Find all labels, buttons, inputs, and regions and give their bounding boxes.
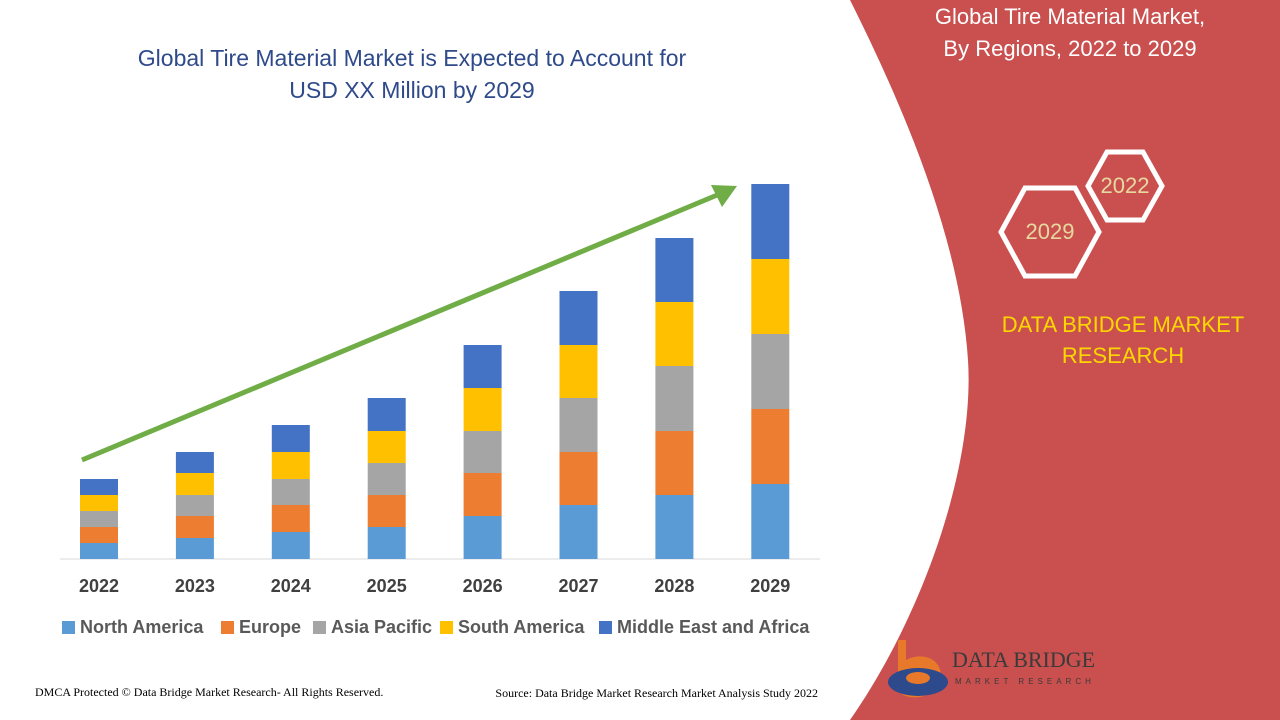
bar-segment xyxy=(80,479,118,495)
bar-segment xyxy=(751,334,790,409)
bar-segment xyxy=(463,388,502,431)
bar-segment xyxy=(367,463,406,495)
bar-segment xyxy=(463,516,502,559)
legend-swatch xyxy=(62,621,75,634)
brand-text: DATA BRIDGE MARKET xyxy=(1002,312,1244,337)
bar-segment xyxy=(175,495,214,516)
bar-segment xyxy=(271,479,310,505)
bar-segment xyxy=(463,345,502,388)
x-tick-label: 2028 xyxy=(654,576,694,596)
bar-segment xyxy=(271,532,310,559)
bar-segment xyxy=(175,538,214,559)
footer-right: Source: Data Bridge Market Research Mark… xyxy=(495,686,818,700)
logo-tagline: MARKET RESEARCH xyxy=(955,677,1095,686)
footer-left: DMCA Protected © Data Bridge Market Rese… xyxy=(35,685,383,699)
chart-title: USD XX Million by 2029 xyxy=(289,77,534,103)
chart-title: Global Tire Material Market is Expected … xyxy=(138,45,687,71)
bar-segment xyxy=(751,259,790,334)
bar-segment xyxy=(367,495,406,527)
x-tick-label: 2026 xyxy=(463,576,503,596)
legend-swatch xyxy=(221,621,234,634)
bar-segment xyxy=(367,431,406,463)
legend-swatch xyxy=(599,621,612,634)
bar-segment xyxy=(559,452,598,505)
badge-hexagon xyxy=(1085,149,1165,223)
bar-segment xyxy=(463,431,502,473)
bar-segment xyxy=(463,473,502,516)
bar-segment xyxy=(655,431,694,495)
bar-segment xyxy=(80,527,118,543)
bar-segment xyxy=(751,484,790,559)
x-tick-label: 2022 xyxy=(79,576,119,596)
logo-name: DATA BRIDGE xyxy=(952,647,1095,672)
legend-label: North America xyxy=(80,617,204,637)
legend-label: Asia Pacific xyxy=(331,617,432,637)
logo: DATA BRIDGE MARKET RESEARCH xyxy=(888,640,1095,698)
badge-text: 2022 xyxy=(1101,173,1150,198)
bar-segment xyxy=(367,527,406,559)
bar-segment xyxy=(175,452,214,473)
bar-segment xyxy=(559,291,598,345)
legend-label: South America xyxy=(458,617,585,637)
bar-segment xyxy=(271,452,310,479)
bar-segment xyxy=(559,398,598,452)
legend-swatch xyxy=(440,621,453,634)
bar-segment xyxy=(271,425,310,452)
x-tick-label: 2025 xyxy=(367,576,407,596)
brand-text: RESEARCH xyxy=(1062,343,1184,368)
trend-arrow xyxy=(81,190,723,463)
bar-segment xyxy=(655,495,694,559)
side-panel xyxy=(850,0,1280,720)
legend: North America Europe Asia Pacific South Ame… xyxy=(62,617,810,637)
bar-segment xyxy=(271,505,310,532)
logo-mark xyxy=(906,672,930,684)
legend-swatch xyxy=(313,621,326,634)
x-tick-label: 2027 xyxy=(558,576,598,596)
x-tick-label: 2029 xyxy=(750,576,790,596)
bar-segment xyxy=(80,543,118,559)
bar-segment xyxy=(751,184,790,259)
legend-label: Middle East and Africa xyxy=(617,617,810,637)
bar-segment xyxy=(80,495,118,511)
bar-segment xyxy=(655,238,694,302)
bars: 2022 2023 2024 2025 2026 2027 2028 2029 xyxy=(79,184,790,596)
bar-segment xyxy=(175,473,214,495)
bar-segment xyxy=(175,516,214,538)
legend-label: Europe xyxy=(239,617,301,637)
badge-hexagon xyxy=(998,185,1102,279)
bar-segment xyxy=(559,345,598,398)
panel-title: By Regions, 2022 to 2029 xyxy=(943,36,1196,61)
bar-segment xyxy=(655,366,694,431)
x-tick-label: 2024 xyxy=(271,576,311,596)
bar-segment xyxy=(751,409,790,484)
panel-title: Global Tire Material Market, xyxy=(935,4,1205,29)
x-tick-label: 2023 xyxy=(175,576,215,596)
badge-text: 2029 xyxy=(1026,219,1075,244)
bar-segment xyxy=(367,398,406,431)
bar-segment xyxy=(80,511,118,527)
trend-arrow-head xyxy=(711,185,737,207)
bar-segment xyxy=(559,505,598,559)
bar-segment xyxy=(655,302,694,366)
